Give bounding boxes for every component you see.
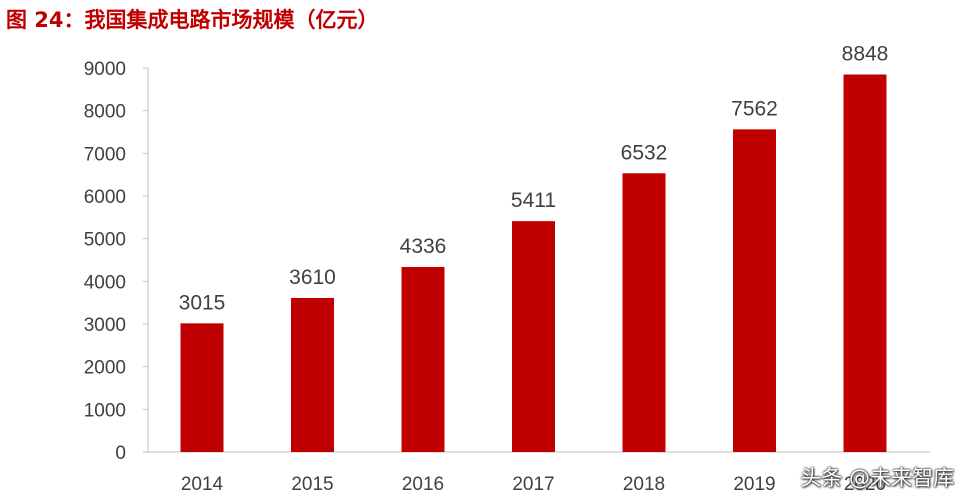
bar	[401, 266, 445, 452]
bar	[733, 129, 776, 452]
data-label: 6532	[621, 141, 668, 164]
y-tick-label: 6000	[84, 187, 126, 208]
y-tick-label: 9000	[84, 59, 126, 80]
bar	[843, 74, 887, 452]
x-tick-label: 2019	[733, 474, 775, 495]
y-tick-label: 8000	[84, 102, 126, 123]
bar	[180, 323, 224, 452]
bar	[291, 297, 334, 452]
x-tick-label: 2015	[291, 474, 333, 495]
x-tick-label: 2016	[402, 474, 444, 495]
data-label: 3610	[289, 266, 336, 289]
x-tick-label: 2018	[623, 474, 665, 495]
data-label: 7562	[731, 97, 778, 120]
y-tick-label: 5000	[84, 230, 126, 251]
y-tick-label: 2000	[84, 358, 126, 379]
chart-title: 图 24：我国集成电路市场规模（亿元）	[6, 8, 379, 32]
bar	[512, 221, 555, 452]
x-tick-label: 2020	[844, 474, 886, 495]
data-label: 4336	[400, 235, 447, 258]
data-label: 3015	[179, 291, 226, 314]
y-tick-label: 1000	[84, 400, 126, 421]
y-tick-label: 7000	[84, 144, 126, 165]
y-tick-label: 4000	[84, 272, 126, 293]
x-tick-label: 2017	[512, 474, 554, 495]
data-label: 8848	[842, 42, 889, 65]
y-tick-label: 3000	[84, 315, 126, 336]
watermark: 头条 @未来智库	[800, 466, 954, 490]
y-tick-label: 0	[115, 443, 126, 464]
bar	[622, 173, 666, 452]
data-label: 5411	[511, 189, 556, 212]
x-tick-label: 2014	[181, 474, 224, 495]
